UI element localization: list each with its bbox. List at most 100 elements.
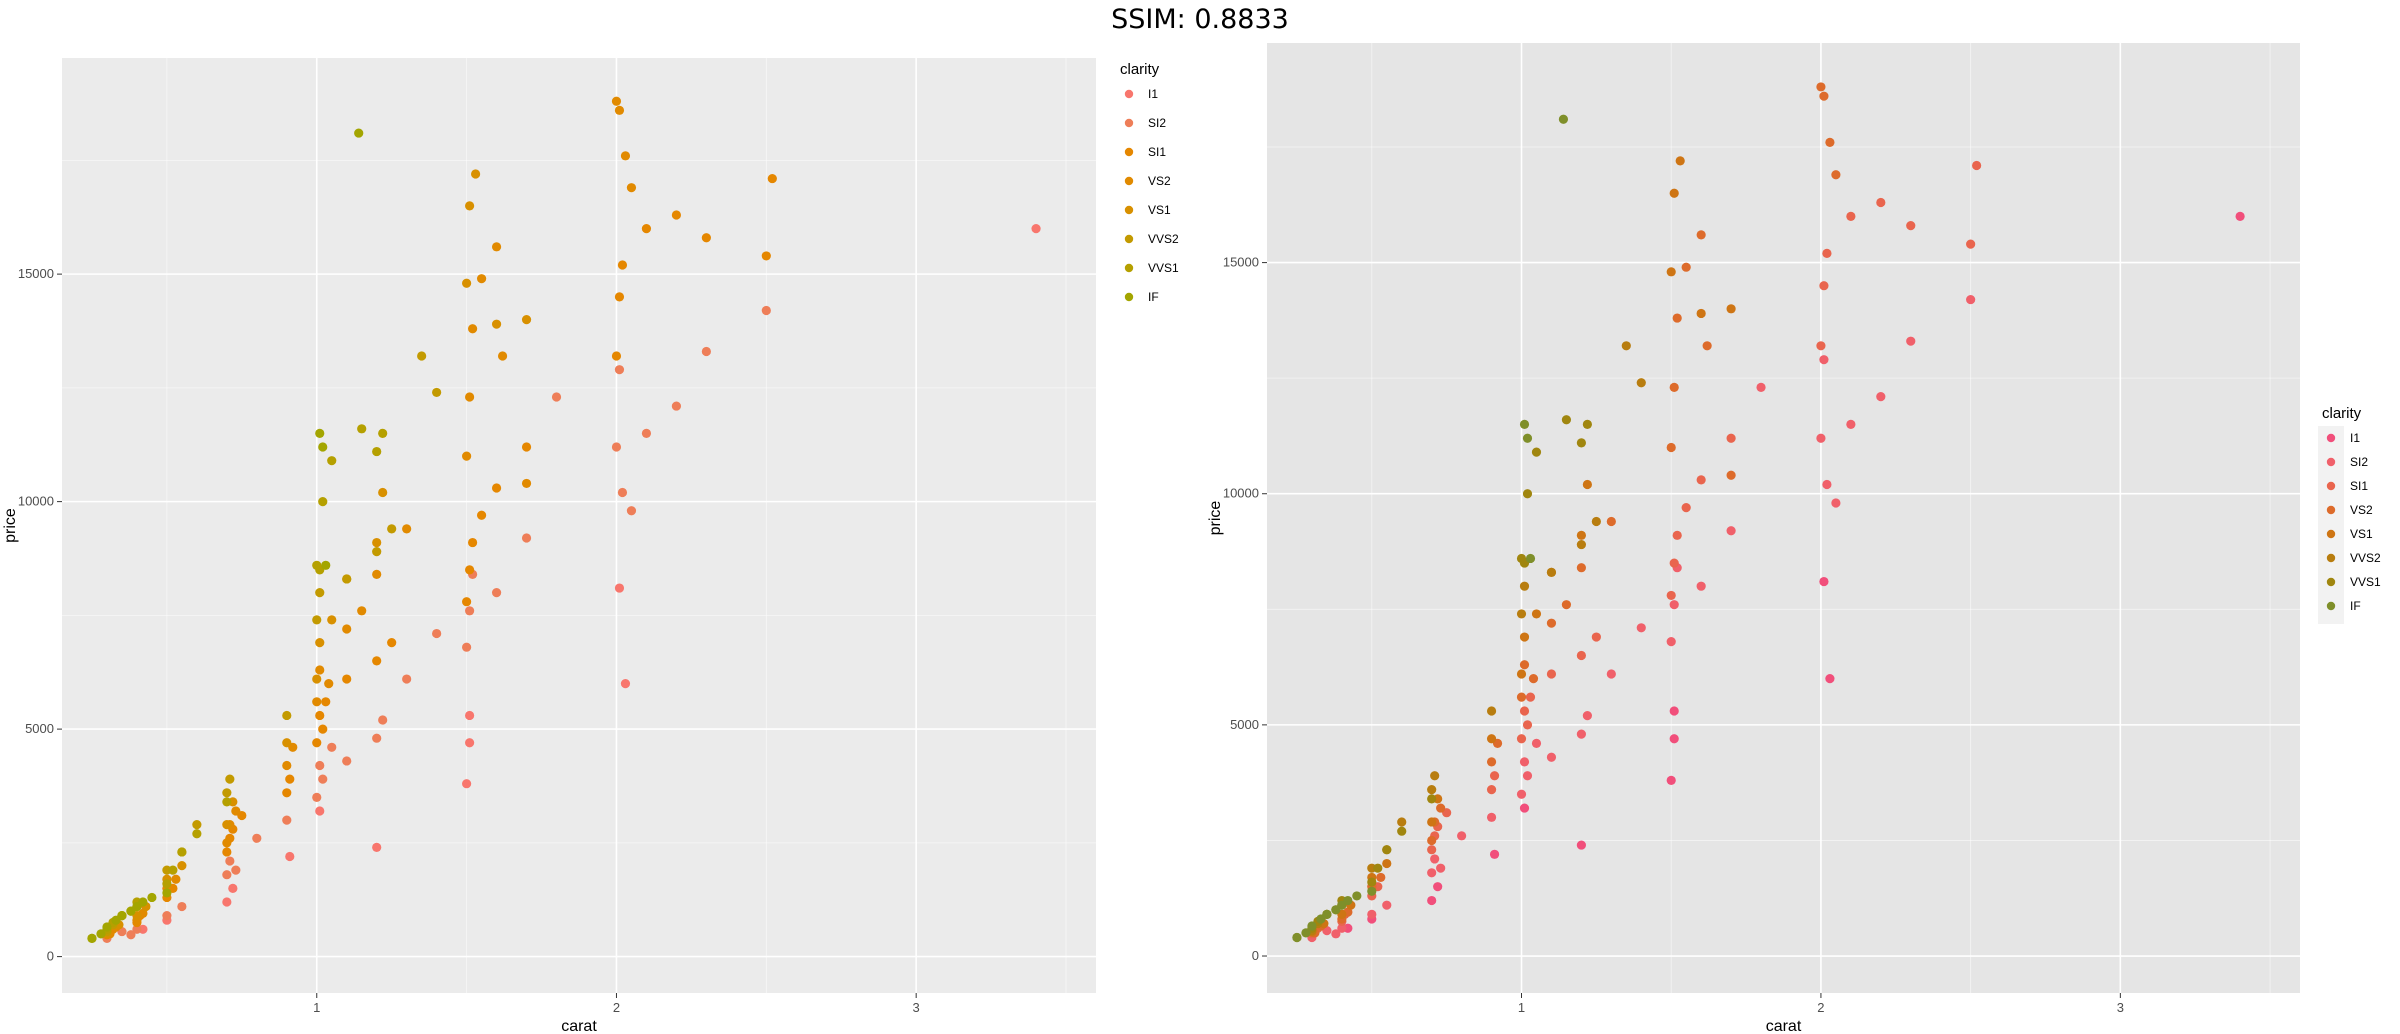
data-point xyxy=(1382,858,1392,869)
data-point xyxy=(1666,590,1676,601)
data-point xyxy=(315,710,325,721)
data-point xyxy=(312,697,322,707)
data-point xyxy=(1681,502,1691,513)
legend-key xyxy=(2326,481,2336,491)
data-point xyxy=(1430,771,1440,781)
data-point xyxy=(1397,817,1407,827)
y-axis-title: price xyxy=(1207,501,1224,536)
data-point xyxy=(1331,929,1341,939)
data-point xyxy=(372,446,382,457)
data-point xyxy=(1606,669,1616,679)
y-tick-label: 0 xyxy=(1252,948,1259,963)
data-point xyxy=(1669,734,1679,744)
data-point xyxy=(1352,891,1362,901)
y-tick-label: 15000 xyxy=(18,266,54,281)
data-point xyxy=(1582,711,1592,721)
data-point xyxy=(162,911,172,921)
data-point xyxy=(462,278,472,288)
data-point xyxy=(402,674,412,684)
y-tick-label: 10000 xyxy=(18,494,54,509)
data-point xyxy=(626,506,637,516)
data-point xyxy=(468,537,478,548)
data-point xyxy=(87,933,97,944)
data-point xyxy=(462,597,472,607)
data-point xyxy=(357,606,367,616)
data-point xyxy=(521,442,532,452)
data-point xyxy=(1516,669,1527,679)
data-point xyxy=(1367,886,1377,896)
data-point xyxy=(222,820,232,830)
data-point xyxy=(614,365,625,375)
data-point xyxy=(521,315,532,325)
data-point xyxy=(1669,188,1679,198)
data-point xyxy=(1666,637,1676,647)
data-point xyxy=(1906,336,1916,346)
data-point xyxy=(1519,632,1530,642)
data-point xyxy=(378,487,388,498)
data-point xyxy=(1831,170,1841,180)
data-point xyxy=(225,856,235,866)
data-point xyxy=(1621,341,1631,351)
data-point xyxy=(132,924,142,934)
data-point xyxy=(611,442,622,452)
legend-label: VS2 xyxy=(2350,503,2373,517)
data-point xyxy=(342,574,352,584)
data-point xyxy=(1397,826,1407,836)
data-point xyxy=(372,656,382,666)
data-point xyxy=(1846,211,1856,221)
data-point xyxy=(551,392,562,402)
data-point xyxy=(282,760,292,771)
data-point xyxy=(1582,479,1592,490)
data-point xyxy=(162,888,172,898)
data-point xyxy=(1819,91,1829,101)
data-point xyxy=(1702,341,1712,351)
data-point xyxy=(1382,900,1392,910)
legend-label: SI1 xyxy=(1148,145,1166,159)
y-tick-label: 5000 xyxy=(1230,717,1259,732)
data-point xyxy=(1672,530,1682,540)
legend-label: VVS2 xyxy=(2350,551,2381,565)
data-point xyxy=(1519,757,1530,767)
data-point xyxy=(321,560,331,570)
data-point xyxy=(1546,618,1557,628)
data-point xyxy=(1301,928,1311,938)
data-point xyxy=(171,874,181,884)
data-point xyxy=(491,588,502,598)
data-point xyxy=(432,628,442,639)
data-point xyxy=(1486,706,1497,716)
data-point xyxy=(327,615,337,625)
data-point xyxy=(614,583,625,593)
data-point xyxy=(285,851,295,862)
data-point xyxy=(1675,156,1685,166)
data-point xyxy=(1666,775,1676,785)
data-point xyxy=(1337,923,1347,933)
data-point xyxy=(315,638,325,648)
legend-label: SI2 xyxy=(1148,116,1166,130)
data-point xyxy=(671,401,682,411)
y-tick-label: 10000 xyxy=(1223,486,1259,501)
data-point xyxy=(321,697,331,707)
data-points xyxy=(1292,82,2245,943)
data-point xyxy=(1726,433,1736,443)
data-point xyxy=(614,105,625,115)
data-point xyxy=(1831,498,1841,508)
data-point xyxy=(1819,355,1829,365)
data-point xyxy=(1031,224,1041,234)
data-point xyxy=(378,428,388,438)
data-point xyxy=(1427,835,1437,846)
data-point xyxy=(1906,221,1916,231)
legend-key xyxy=(2326,457,2336,467)
data-point xyxy=(324,679,334,689)
chart-panel-right: 1 2 3 0 5000 10000 15000 carat price clarity I1 SI2… xyxy=(1207,43,2381,1034)
data-point xyxy=(1457,831,1467,841)
data-point xyxy=(1681,262,1691,272)
legend-key xyxy=(2326,601,2336,611)
data-point xyxy=(1343,895,1353,906)
legend: clarity I1 SI2 SI1 VS2 VS1 VVS2 VVS1 IF xyxy=(1120,61,1179,304)
data-point xyxy=(312,738,322,748)
legend-key xyxy=(1124,234,1134,244)
data-point xyxy=(2235,211,2245,221)
data-point xyxy=(1292,932,1302,943)
data-point xyxy=(327,456,337,466)
data-point xyxy=(1489,849,1500,859)
